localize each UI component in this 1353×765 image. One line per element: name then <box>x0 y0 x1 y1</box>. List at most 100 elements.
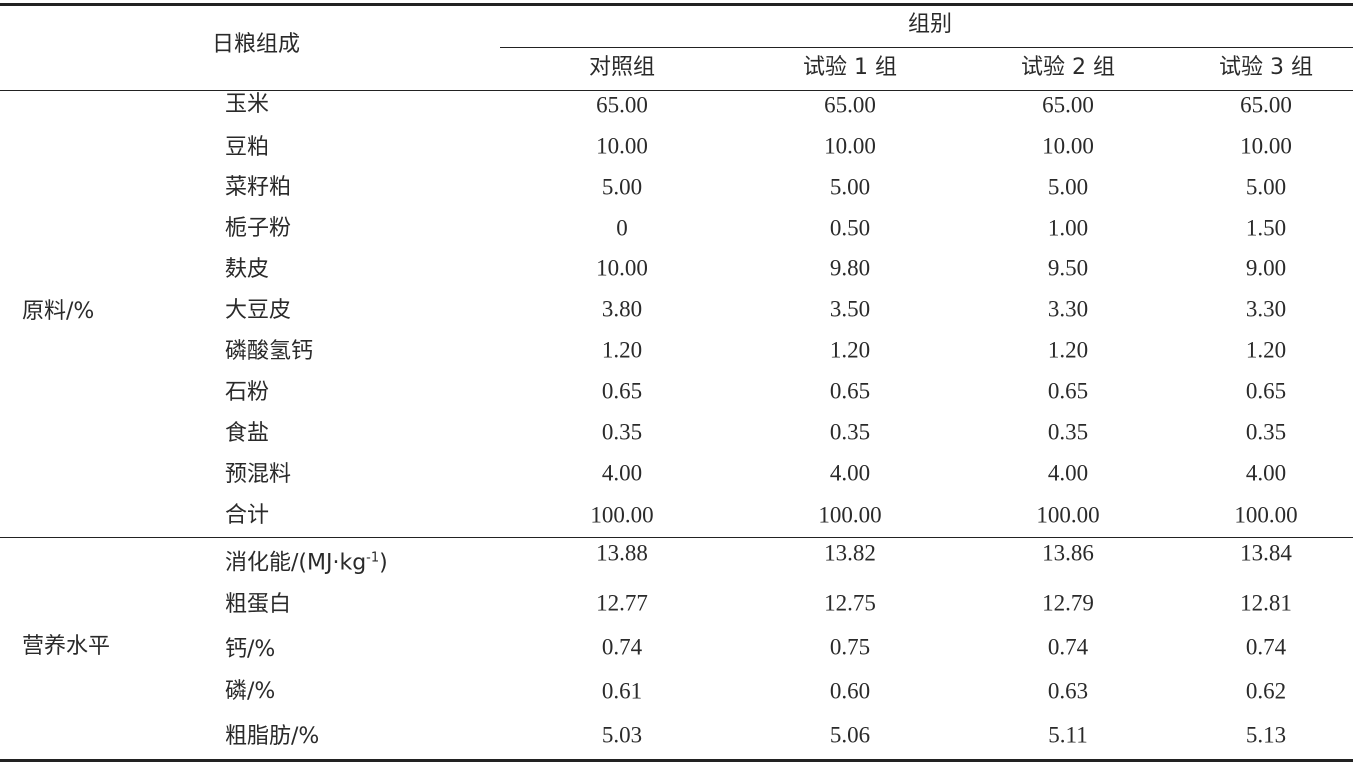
cell-value: 100.00 <box>1036 502 1100 528</box>
cell-value: 5.06 <box>829 722 871 748</box>
bottom-rule <box>0 759 1353 762</box>
item-text: 消化能/(MJ·kg <box>225 550 367 576</box>
cell-value: 3.50 <box>829 296 871 322</box>
row-label: 石粉 <box>225 382 269 404</box>
cell-value: 0.35 <box>1245 419 1287 445</box>
section-rule <box>0 537 1353 538</box>
cell-value: 5.00 <box>1047 174 1089 200</box>
cell-value: 0.62 <box>1245 678 1287 704</box>
cell-value: 13.82 <box>824 540 876 566</box>
row-label: 合计 <box>225 505 269 527</box>
item-text: 钙/% <box>225 637 276 662</box>
row-label: 大豆皮 <box>225 300 291 322</box>
cell-value: 1.20 <box>1245 337 1287 363</box>
cell-value: 3.30 <box>1245 296 1287 322</box>
cell-value: 10.00 <box>824 133 876 159</box>
cell-value: 0.75 <box>829 634 871 660</box>
item-text: 玉米 <box>225 92 270 117</box>
cell-value: 1.20 <box>829 337 871 363</box>
row-label: 麸皮 <box>225 259 269 281</box>
cell-value: 0.65 <box>1047 378 1089 404</box>
cell-value: 0.35 <box>1047 419 1089 445</box>
cell-value: 13.86 <box>1042 540 1094 566</box>
cell-value: 0.65 <box>601 378 643 404</box>
cell-value: 12.77 <box>596 590 648 616</box>
cell-value: 3.80 <box>601 296 643 322</box>
cell-value: 0.63 <box>1047 678 1089 704</box>
item-tail: ) <box>379 550 388 576</box>
cell-value: 5.00 <box>1245 174 1287 200</box>
item-text: 石粉 <box>225 380 270 405</box>
cell-value: 9.50 <box>1047 255 1089 281</box>
item-text: 菜籽粕 <box>225 175 292 200</box>
cell-value: 4.00 <box>829 460 871 486</box>
row-label: 豆粕 <box>225 137 269 159</box>
cell-value: 9.80 <box>829 255 871 281</box>
cell-value: 10.00 <box>596 255 648 281</box>
row-label: 食盐 <box>225 423 269 445</box>
cell-value: 12.81 <box>1240 590 1292 616</box>
cell-value: 4.00 <box>1245 460 1287 486</box>
cell-value: 100.00 <box>818 502 882 528</box>
column-header: 试验 3 组 <box>1219 55 1313 80</box>
item-text: 豆粕 <box>225 135 270 160</box>
group-title: 组别 <box>907 12 953 37</box>
cell-value: 65.00 <box>1042 92 1094 118</box>
cell-value: 5.03 <box>601 722 643 748</box>
cell-value: 1.50 <box>1245 215 1287 241</box>
cell-value: 12.75 <box>824 590 876 616</box>
item-text: 食盐 <box>225 421 270 446</box>
cell-value: 100.00 <box>590 502 654 528</box>
row-label: 菜籽粕 <box>225 177 291 199</box>
cell-value: 5.00 <box>829 174 871 200</box>
cell-value: 13.84 <box>1240 540 1292 566</box>
cell-value: 3.30 <box>1047 296 1089 322</box>
cell-value: 1.20 <box>1047 337 1089 363</box>
row-label: 粗蛋白 <box>225 594 291 616</box>
row-label: 玉米 <box>225 94 269 116</box>
cell-value: 0.65 <box>1245 378 1287 404</box>
cell-value: 65.00 <box>824 92 876 118</box>
header-title: 日粮组成 <box>211 32 301 57</box>
row-label: 预混料 <box>225 464 291 486</box>
cell-value: 0.74 <box>601 634 643 660</box>
cell-value: 12.79 <box>1042 590 1094 616</box>
cell-value: 0.74 <box>1047 634 1089 660</box>
section-label: 原料/% <box>22 299 95 324</box>
column-header: 对照组 <box>588 55 656 80</box>
cell-value: 4.00 <box>1047 460 1089 486</box>
header-rule <box>0 90 1353 91</box>
cell-value: 13.88 <box>596 540 648 566</box>
cell-value: 100.00 <box>1234 502 1298 528</box>
cell-value: 0.74 <box>1245 634 1287 660</box>
cell-value: 5.11 <box>1048 722 1088 748</box>
cell-value: 0.35 <box>601 419 643 445</box>
cell-value: 0.61 <box>601 678 643 704</box>
item-text: 麸皮 <box>225 257 270 282</box>
cell-value: 0 <box>616 215 628 241</box>
cell-value: 0.50 <box>829 215 871 241</box>
item-text: 大豆皮 <box>225 298 292 323</box>
cell-value: 65.00 <box>1240 92 1292 118</box>
cell-value: 0.60 <box>829 678 871 704</box>
row-label: 钙/% <box>225 639 275 661</box>
column-header: 试验 2 组 <box>1021 55 1115 80</box>
row-label: 消化能/(MJ·kg-1) <box>225 551 388 574</box>
item-text: 预混料 <box>225 462 292 487</box>
row-label: 栀子粉 <box>225 218 291 240</box>
cell-value: 65.00 <box>596 92 648 118</box>
cell-value: 9.00 <box>1245 255 1287 281</box>
row-label: 磷酸氢钙 <box>225 341 313 363</box>
cell-value: 5.00 <box>601 174 643 200</box>
cell-value: 1.20 <box>601 337 643 363</box>
item-text: 栀子粉 <box>225 216 292 241</box>
cell-value: 1.00 <box>1047 215 1089 241</box>
cell-value: 10.00 <box>1240 133 1292 159</box>
cell-value: 5.13 <box>1245 722 1287 748</box>
cell-value: 4.00 <box>601 460 643 486</box>
item-text: 粗脂肪/% <box>225 724 320 749</box>
top-rule <box>0 3 1353 6</box>
group-rule <box>500 47 1353 48</box>
item-text: 磷/% <box>225 679 276 704</box>
